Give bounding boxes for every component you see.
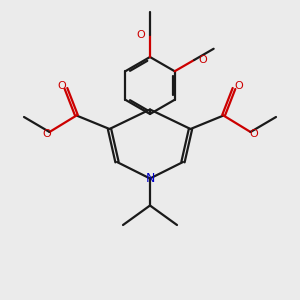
Text: N: N	[145, 172, 155, 185]
Text: O: O	[57, 81, 66, 91]
Text: O: O	[199, 55, 208, 65]
Text: O: O	[234, 81, 243, 91]
Text: O: O	[136, 29, 146, 40]
Text: O: O	[249, 129, 258, 139]
Text: O: O	[42, 129, 51, 139]
